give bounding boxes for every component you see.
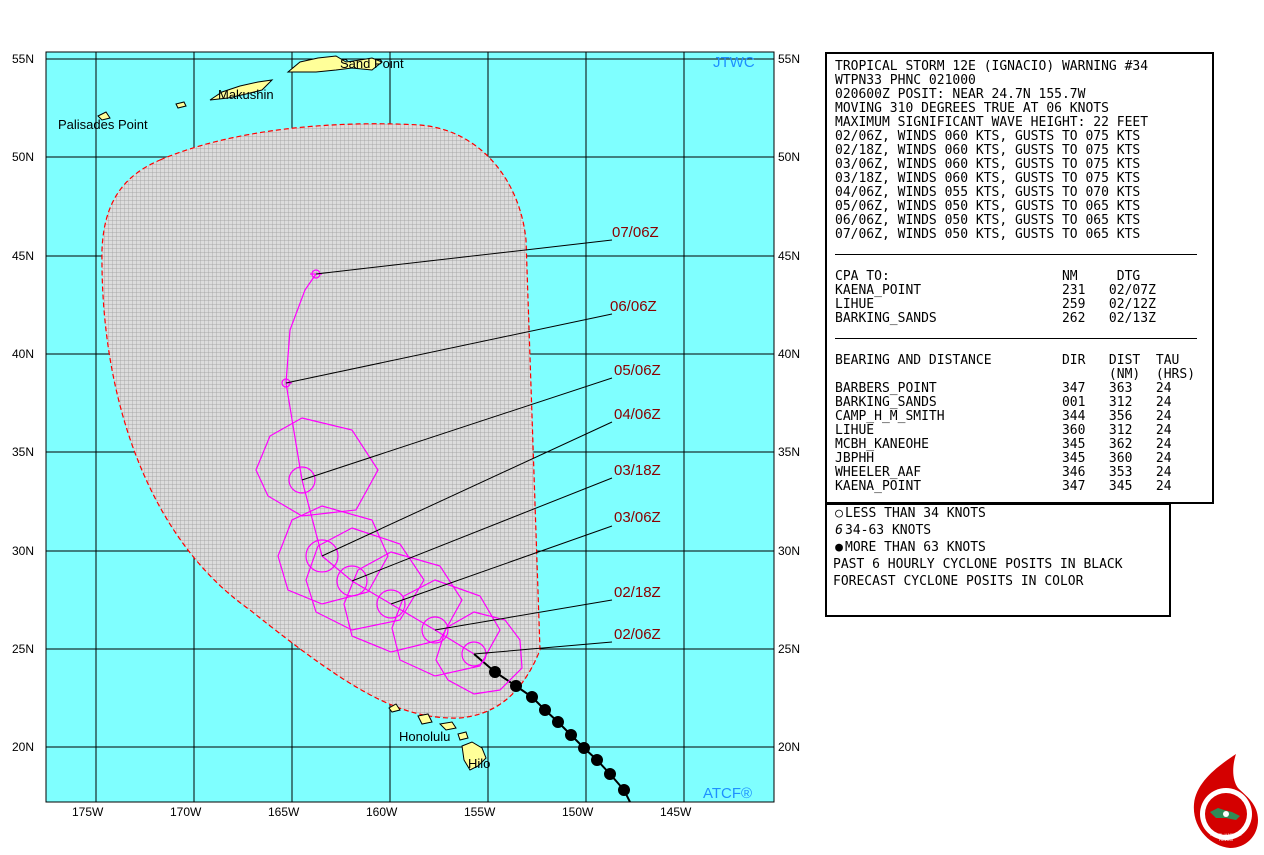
open-circle-icon: ○ [835, 506, 843, 521]
forecast-wind-line: 03/18Z, WINDS 060 KTS, GUSTS TO 075 KTS [835, 171, 1141, 186]
agency-jtwc: JTWC [713, 54, 755, 71]
lon-label: 145W [660, 805, 692, 819]
divider [835, 254, 1197, 255]
legend-item: LESS THAN 34 KNOTS [845, 506, 986, 521]
warning-title: TROPICAL STORM 12E (IGNACIO) WARNING #34 [835, 59, 1149, 74]
legend-panel: ○ LESS THAN 34 KNOTS 6 34-63 KNOTS ● MORE T… [825, 503, 1171, 617]
lat-label-left: 25N [12, 642, 34, 656]
lat-label-left: 45N [12, 249, 34, 263]
lat-label-right: 20N [778, 740, 800, 754]
warning-line: MAXIMUM SIGNIFICANT WAVE HEIGHT: 22 FEET [835, 115, 1149, 130]
seal-text: PEARL HARBOR [1210, 832, 1241, 837]
warning-line: 020600Z POSIT: NEAR 24.7N 155.7W [835, 87, 1086, 102]
forecast-label: 02/18Z [614, 584, 661, 601]
bearing-header: BEARING AND DISTANCE DIR DIST TAU [835, 353, 1180, 368]
seal-text: HAWAII [1219, 837, 1233, 842]
cpa-row: KAENA_POINT 231 02/07Z [835, 283, 1156, 298]
agency-atcf: ATCF® [703, 785, 752, 802]
lat-label-left: 20N [12, 740, 34, 754]
tropical-storm-icon: 6 [835, 523, 843, 538]
forecast-label: 07/06Z [612, 224, 659, 241]
lon-label: 175W [72, 805, 104, 819]
place-label: Makushin [218, 87, 274, 102]
place-label: Honolulu [399, 729, 450, 744]
bearing-row: BARKING_SANDS 001 312 24 [835, 395, 1172, 410]
forecast-wind-line: 07/06Z, WINDS 050 KTS, GUSTS TO 065 KTS [835, 227, 1141, 242]
lat-label-left: 35N [12, 445, 34, 459]
bearing-row: WHEELER_AAF 346 353 24 [835, 465, 1172, 480]
lat-label-left: 40N [12, 347, 34, 361]
lat-label-left: 30N [12, 544, 34, 558]
lon-label: 150W [562, 805, 594, 819]
leader-lines [285, 239, 613, 655]
forecast-label: 06/06Z [610, 298, 657, 315]
track-map: 55N 50N 45N 40N 35N 30N 25N 20N 55N 50N … [12, 51, 800, 819]
bearing-row: KAENA_POINT 347 345 24 [835, 479, 1172, 494]
bearing-row: JBPHH 345 360 24 [835, 451, 1172, 466]
lon-label: 165W [268, 805, 300, 819]
warning-panel: TROPICAL STORM 12E (IGNACIO) WARNING #34… [825, 52, 1214, 504]
place-label: Sand Point [340, 56, 404, 71]
lat-label-left: 50N [12, 150, 34, 164]
legend-note: PAST 6 HOURLY CYCLONE POSITS IN BLACK [833, 557, 1123, 572]
bearing-row: CAMP_H_M_SMITH 344 356 24 [835, 409, 1172, 424]
bearing-row: BARBERS_POINT 347 363 24 [835, 381, 1172, 396]
jtwc-seal: PEARL HARBOR HAWAII [1193, 754, 1258, 848]
forecast-wind-line: 03/06Z, WINDS 060 KTS, GUSTS TO 075 KTS [835, 157, 1141, 172]
bearing-row: MCBH_KANEOHE 345 362 24 [835, 437, 1172, 452]
place-label: Hilo [468, 756, 490, 771]
lat-label-right: 40N [778, 347, 800, 361]
forecast-wind-line: 04/06Z, WINDS 055 KTS, GUSTS TO 070 KTS [835, 185, 1141, 200]
forecast-track [255, 269, 523, 695]
forecast-label: 04/06Z [614, 406, 661, 423]
lat-label-left: 55N [12, 52, 34, 66]
cpa-row: BARKING_SANDS 262 02/13Z [835, 311, 1156, 326]
divider [835, 338, 1197, 339]
forecast-label: 05/06Z [614, 362, 661, 379]
bearing-row: LIHUE 360 312 24 [835, 423, 1172, 438]
past-track [473, 653, 632, 802]
forecast-wind-line: 02/06Z, WINDS 060 KTS, GUSTS TO 075 KTS [835, 129, 1141, 144]
warning-line: WTPN33 PHNC 021000 [835, 73, 976, 88]
place-label: Palisades Point [58, 117, 148, 132]
cpa-row: LIHUE 259 02/12Z [835, 297, 1156, 312]
forecast-label: 03/06Z [614, 509, 661, 526]
warning-line: MOVING 310 DEGREES TRUE AT 06 KNOTS [835, 101, 1109, 116]
lat-label-right: 50N [778, 150, 800, 164]
forecast-label: 02/06Z [614, 626, 661, 643]
lon-label: 155W [464, 805, 496, 819]
forecast-wind-line: 05/06Z, WINDS 050 KTS, GUSTS TO 065 KTS [835, 199, 1141, 214]
forecast-label: 03/18Z [614, 462, 661, 479]
lat-label-right: 30N [778, 544, 800, 558]
legend-item: 34-63 KNOTS [845, 523, 932, 538]
legend-note: FORECAST CYCLONE POSITS IN COLOR [833, 574, 1084, 589]
lon-label: 170W [170, 805, 202, 819]
cpa-header: CPA TO: NM DTG [835, 269, 1141, 284]
forecast-wind-line: 02/18Z, WINDS 060 KTS, GUSTS TO 075 KTS [835, 143, 1141, 158]
typhoon-icon: ● [835, 540, 843, 555]
lat-label-right: 45N [778, 249, 800, 263]
lat-label-right: 55N [778, 52, 800, 66]
danger-area [101, 123, 541, 719]
land [97, 55, 487, 771]
forecast-wind-line: 06/06Z, WINDS 050 KTS, GUSTS TO 065 KTS [835, 213, 1141, 228]
bearing-header: (NM) (HRS) [835, 367, 1196, 382]
legend-item: MORE THAN 63 KNOTS [845, 540, 986, 555]
lat-label-right: 25N [778, 642, 800, 656]
lon-label: 160W [366, 805, 398, 819]
lat-label-right: 35N [778, 445, 800, 459]
